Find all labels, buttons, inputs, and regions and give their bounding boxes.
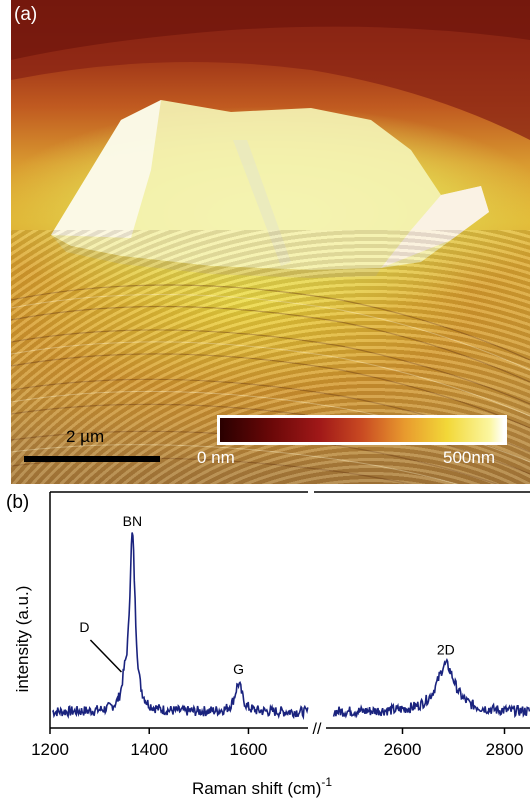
x-axis-label-superscript: -1 — [321, 775, 332, 789]
afm-topography-image — [11, 0, 530, 484]
x-tick-label: 1400 — [130, 740, 168, 759]
colorbar-min-label: 0 nm — [197, 448, 235, 467]
x-tick-label: 1200 — [31, 740, 69, 759]
peak-label-g: G — [233, 661, 244, 677]
colorbar-max-label: 500nm — [443, 448, 495, 467]
raman-spectrum-panel: (b) intensity (a.u.) Raman shift (cm)-1 … — [0, 484, 530, 807]
peak-label-2d: 2D — [437, 641, 455, 657]
panel-b-label: (b) — [6, 492, 29, 513]
x-axis-label-text: Raman shift (cm) — [192, 779, 321, 798]
peak-d-arrow — [89, 639, 122, 673]
axes: // — [49, 491, 530, 738]
scale-bar — [24, 456, 160, 462]
afm-image-panel: (a) 0 nm 500nm — [11, 0, 530, 484]
peak-labels: BN D G 2D — [79, 513, 454, 677]
spectrum-line-right — [332, 657, 530, 719]
scale-bar-label: 2 µm — [66, 427, 105, 446]
axis-break-mark: // — [313, 721, 322, 738]
x-axis-label: Raman shift (cm)-1 — [192, 775, 332, 798]
height-colorbar — [217, 415, 507, 445]
spectrum-series — [51, 532, 530, 721]
spectrum-line-left — [51, 532, 309, 721]
panel-a-label: (a) — [14, 4, 38, 25]
x-tick-label: 2800 — [486, 740, 524, 759]
peak-label-d: D — [79, 619, 89, 635]
peak-label-bn: BN — [123, 513, 142, 529]
x-tick-label: 1600 — [230, 740, 268, 759]
y-axis-label: intensity (a.u.) — [13, 586, 32, 693]
x-ticks: 1200 1400 1600 2600 2800 — [31, 728, 523, 759]
x-tick-label: 2600 — [384, 740, 422, 759]
raman-chart: (b) intensity (a.u.) Raman shift (cm)-1 … — [6, 491, 530, 798]
